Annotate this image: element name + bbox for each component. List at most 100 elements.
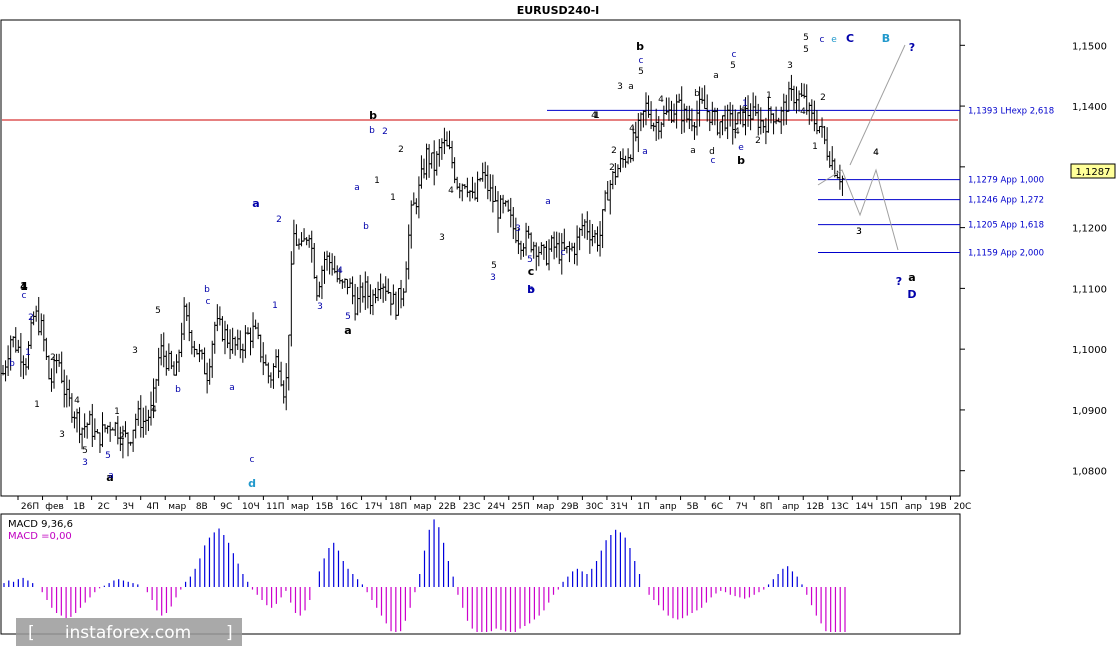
wave-label: b: [369, 126, 375, 136]
wave-label: 5: [527, 255, 533, 265]
wave-label: a: [545, 197, 551, 207]
y-tick-label: 1,1200: [1072, 224, 1107, 235]
wave-label: 4: [591, 111, 597, 121]
y-tick-label: 1,0800: [1072, 467, 1107, 478]
x-tick-label: 8В: [196, 502, 208, 512]
wave-label: 5: [345, 312, 351, 322]
price-plot-frame: [0, 19, 961, 497]
wave-label: a: [642, 147, 648, 157]
x-tick-label: 31Ч: [610, 502, 628, 512]
wave-label: 3: [317, 302, 323, 312]
x-tick-label: 10Ч: [242, 502, 260, 512]
wave-label: 3: [439, 233, 445, 243]
wave-label: a: [354, 183, 360, 193]
wave-label: b: [204, 285, 210, 295]
x-tick-label: 9С: [220, 502, 232, 512]
x-tick-label: 16С: [340, 502, 358, 512]
wave-label: 4: [800, 107, 806, 117]
wave-label: a: [344, 324, 351, 337]
x-tick-label: 13С: [831, 502, 849, 512]
wave-label: 1: [594, 111, 600, 121]
wave-label: 2: [50, 353, 56, 363]
wave-label: 3: [856, 227, 862, 237]
x-tick-label: апр: [905, 502, 922, 512]
wave-label: 1: [741, 106, 747, 116]
wave-label: 3: [82, 458, 88, 468]
x-tick-label: 11П: [266, 502, 284, 512]
x-tick-label: 24Ч: [487, 502, 505, 512]
price-levels: 1,1393 LHexp 2,618 1,1279 App 1,000 1,1246…: [2, 106, 1054, 259]
x-axis: 26П фев 1В 2С 3Ч 4П мар 8В 9С 10Ч 11П мар 15В 16С 17Ч 1…: [17, 496, 972, 512]
wave-label: 2: [382, 127, 388, 137]
wave-label: 5: [803, 45, 809, 55]
wave-label: 5: [82, 446, 88, 456]
x-tick-label: 5В: [687, 502, 699, 512]
wave-label: 5: [105, 451, 111, 461]
wave-label: 2: [755, 136, 761, 146]
wave-label: 1: [20, 280, 28, 293]
wave-label: 4: [873, 148, 879, 158]
wave-label: c: [528, 265, 535, 278]
wave-label: b: [737, 154, 745, 167]
wave-label: 4: [873, 148, 879, 158]
wave-label: 2: [611, 146, 617, 156]
x-tick-label: 3Ч: [122, 502, 134, 512]
candlestick-series: [1, 74, 845, 459]
wave-label: 5: [155, 306, 161, 316]
wave-label: ?: [896, 275, 902, 288]
x-tick-label: 8П: [760, 502, 773, 512]
wave-label: 1: [374, 176, 380, 186]
wave-label: 3: [132, 346, 138, 356]
x-tick-label: 14Ч: [856, 502, 874, 512]
x-tick-label: 15П: [880, 502, 898, 512]
watermark-text: instaforex.com: [65, 623, 191, 643]
x-tick-label: 19В: [929, 502, 947, 512]
wave-label: D: [907, 288, 916, 301]
x-tick-label: 1П: [637, 502, 650, 512]
x-tick-label: 26П: [21, 502, 39, 512]
wave-label: c: [561, 248, 566, 258]
wave-label: 3: [617, 82, 623, 92]
wave-label: a: [229, 383, 235, 393]
macd-histogram: [3, 519, 846, 632]
wave-label: 4: [337, 266, 343, 276]
chart-title: EURUSD240-I: [517, 4, 600, 17]
x-tick-label: 22В: [438, 502, 456, 512]
wave-label: 2: [119, 432, 125, 442]
wave-label: ?: [909, 41, 915, 54]
current-price-label: 1,1287: [1076, 167, 1111, 178]
x-tick-label: мар: [168, 502, 186, 512]
wave-label: c: [250, 455, 255, 465]
x-tick-label: 29В: [561, 502, 579, 512]
x-tick-label: 20С: [954, 502, 972, 512]
wave-label: 5: [730, 61, 736, 71]
macd-value-label: MACD =0,00: [8, 531, 72, 542]
svg-text:]: ]: [226, 623, 233, 643]
wave-label: C: [846, 32, 854, 45]
x-tick-label: 1В: [73, 502, 85, 512]
wave-label: b: [694, 89, 700, 99]
x-tick-label: мар: [291, 502, 309, 512]
y-tick-label: 1,1100: [1072, 284, 1107, 295]
wave-label: d: [709, 147, 715, 157]
x-tick-label: мар: [536, 502, 554, 512]
wave-label: 4: [629, 124, 635, 134]
wave-label: 1: [25, 348, 31, 358]
wave-label: b: [636, 40, 644, 53]
wave-label: 3: [787, 61, 793, 71]
wave-label: 2: [276, 215, 282, 225]
y-tick-label: 1,0900: [1072, 406, 1107, 417]
x-tick-label: 18П: [389, 502, 407, 512]
wave-label: 5: [528, 286, 534, 296]
wave-label: a: [713, 71, 719, 81]
wave-label: c: [22, 291, 27, 301]
x-tick-label: 25П: [512, 502, 530, 512]
price-level-label: 1,1279 App 1,000: [968, 176, 1044, 186]
wave-label: 1: [34, 400, 40, 410]
wave-projection: [817, 44, 906, 251]
wave-label: 5: [803, 33, 809, 43]
y-tick-label: 1,1500: [1072, 41, 1107, 52]
wave-label: c: [732, 50, 737, 60]
wave-label: 2: [28, 313, 34, 323]
wave-label: 2: [820, 93, 826, 103]
